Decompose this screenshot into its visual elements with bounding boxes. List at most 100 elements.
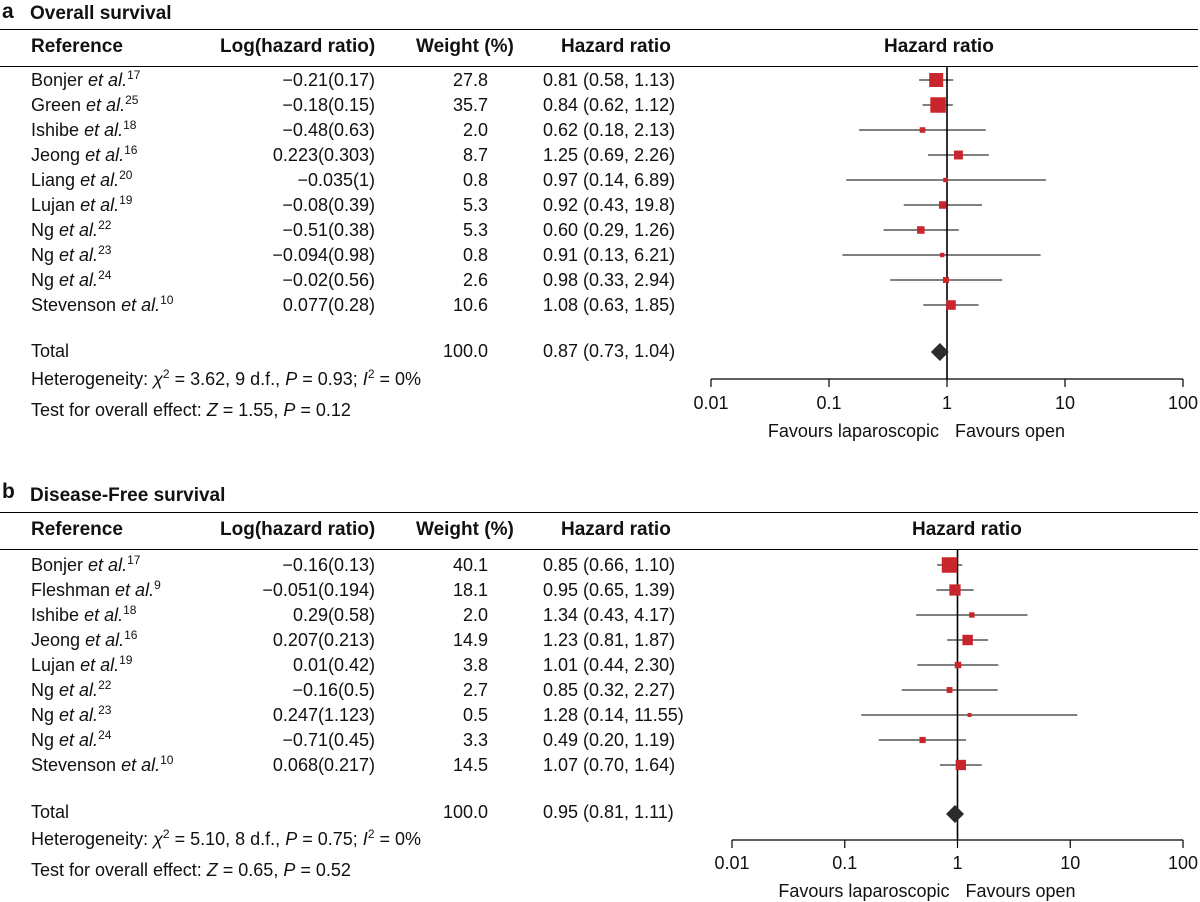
study-log-hazard-ratio: −0.08(0.39) xyxy=(282,195,375,215)
study-hazard-ratio: 1.25 (0.69, 2.26) xyxy=(543,145,676,165)
study-hazard-ratio: 0.98 (0.33, 2.94) xyxy=(543,270,676,290)
study-log-hazard-ratio: 0.01(0.42) xyxy=(292,655,375,675)
col-header-hazard-ratio: Hazard ratio xyxy=(561,519,671,540)
panel-label: a xyxy=(2,0,14,23)
total-hazard-ratio: 0.95 (0.81, 1.11) xyxy=(543,802,674,822)
study-weight: 3.3 xyxy=(462,730,488,750)
study-hazard-ratio: 0.62 (0.18, 2.13) xyxy=(543,120,676,140)
col-header-weight: Weight (%) xyxy=(416,36,514,57)
study-hazard-ratio: 1.07 (0.70, 1.64) xyxy=(543,755,676,775)
x-tick-label: 10 xyxy=(1060,853,1080,873)
study-log-hazard-ratio: −0.71(0.45) xyxy=(282,730,375,750)
study-weight: 27.8 xyxy=(452,70,488,90)
study-weight: 2.0 xyxy=(462,120,488,140)
study-hazard-ratio: 0.49 (0.20, 1.19) xyxy=(543,730,676,750)
pooled-diamond xyxy=(945,805,964,823)
effect-marker xyxy=(939,252,945,258)
heterogeneity-stat: Heterogeneity: χ2 = 5.10, 8 d.f., P = 0.… xyxy=(31,827,422,849)
header-row: Reference Log(hazard ratio) Weight (%) H… xyxy=(0,512,1198,550)
study-reference: Jeong et al.16 xyxy=(31,628,138,650)
study-reference: Ng et al.22 xyxy=(31,678,112,700)
effect-marker xyxy=(930,97,946,113)
study-log-hazard-ratio: −0.051(0.194) xyxy=(262,580,375,600)
study-log-hazard-ratio: −0.16(0.5) xyxy=(292,680,375,700)
study-reference: Ishibe et al.18 xyxy=(31,118,137,140)
favours-right-label: Favours open xyxy=(966,881,1076,901)
study-log-hazard-ratio: −0.18(0.15) xyxy=(282,95,375,115)
effect-marker xyxy=(929,73,944,87)
effect-marker xyxy=(943,177,948,183)
study-hazard-ratio: 0.92 (0.43, 19.8) xyxy=(543,195,676,215)
panel-disease-free-survival: b Disease-Free survival Reference Log(ha… xyxy=(0,480,1200,901)
x-tick-label: 0.01 xyxy=(693,393,728,413)
study-hazard-ratio: 0.85 (0.32, 2.27) xyxy=(543,680,676,700)
study-weight: 0.8 xyxy=(462,245,488,265)
total-label: Total xyxy=(31,802,70,822)
panel-title: Overall survival xyxy=(30,3,172,24)
study-hazard-ratio: 0.97 (0.14, 6.89) xyxy=(543,170,676,190)
study-reference: Fleshman et al.9 xyxy=(31,578,161,600)
study-log-hazard-ratio: −0.16(0.13) xyxy=(282,555,375,575)
favours-left-label: Favours laparoscopic xyxy=(768,421,939,441)
study-reference: Ishibe et al.18 xyxy=(31,603,137,625)
col-header-hazard-ratio-plot: Hazard ratio xyxy=(912,519,1022,540)
effect-marker xyxy=(919,736,926,744)
study-reference: Ng et al.24 xyxy=(31,728,112,750)
study-reference: Bonjer et al.17 xyxy=(31,553,141,575)
effect-marker xyxy=(949,584,961,596)
study-reference: Ng et al.24 xyxy=(31,268,112,290)
effect-marker xyxy=(955,759,966,771)
effect-marker xyxy=(946,300,956,310)
forest-plot: 0.01 0.1 1 10 100 Favours laparoscopic Favours… xyxy=(714,549,1198,901)
study-reference: Ng et al.22 xyxy=(31,218,112,240)
study-hazard-ratio: 1.28 (0.14, 11.55) xyxy=(543,705,684,725)
overall-effect-stat: Test for overall effect: Z = 1.55, P = 0… xyxy=(31,400,351,420)
effect-marker xyxy=(969,612,975,618)
effect-marker xyxy=(967,713,972,717)
effect-marker xyxy=(919,127,926,133)
study-reference: Ng et al.23 xyxy=(31,243,112,265)
effect-marker xyxy=(954,661,962,669)
col-header-hazard-ratio: Hazard ratio xyxy=(561,36,671,57)
study-reference: Bonjer et al.17 xyxy=(31,68,141,90)
favours-left-label: Favours laparoscopic xyxy=(778,881,949,901)
effect-marker xyxy=(917,226,925,234)
study-hazard-ratio: 1.01 (0.44, 2.30) xyxy=(543,655,676,675)
study-log-hazard-ratio: 0.29(0.58) xyxy=(292,605,375,625)
study-log-hazard-ratio: −0.21(0.17) xyxy=(282,70,375,90)
study-hazard-ratio: 0.85 (0.66, 1.10) xyxy=(543,555,676,575)
study-weight: 2.7 xyxy=(462,680,488,700)
study-reference: Green et al.25 xyxy=(31,93,139,115)
study-weight: 14.5 xyxy=(452,755,488,775)
study-weight: 0.5 xyxy=(462,705,488,725)
study-log-hazard-ratio: 0.247(1.123) xyxy=(272,705,375,725)
study-reference: Liang et al.20 xyxy=(31,168,133,190)
study-reference: Stevenson et al.10 xyxy=(31,753,174,775)
study-hazard-ratio: 0.95 (0.65, 1.39) xyxy=(543,580,676,600)
effect-marker xyxy=(962,634,973,646)
study-hazard-ratio: 1.34 (0.43, 4.17) xyxy=(543,605,676,625)
study-weight: 2.0 xyxy=(462,605,488,625)
col-header-reference: Reference xyxy=(31,36,123,57)
effect-marker xyxy=(941,557,958,573)
study-log-hazard-ratio: −0.48(0.63) xyxy=(282,120,375,140)
x-tick-label: 0.01 xyxy=(714,853,749,873)
x-tick-label: 1 xyxy=(952,853,962,873)
effect-marker xyxy=(946,687,953,693)
study-log-hazard-ratio: 0.077(0.28) xyxy=(282,295,375,315)
study-reference: Lujan et al.19 xyxy=(31,653,133,675)
study-hazard-ratio: 0.91 (0.13, 6.21) xyxy=(543,245,676,265)
forest-plot: 0.01 0.1 1 10 100 Favours laparoscopic Favours… xyxy=(693,66,1198,441)
study-log-hazard-ratio: −0.035(1) xyxy=(297,170,375,190)
study-weight: 5.3 xyxy=(462,195,488,215)
heterogeneity-stat: Heterogeneity: χ2 = 3.62, 9 d.f., P = 0.… xyxy=(31,367,422,389)
study-reference: Ng et al.23 xyxy=(31,703,112,725)
study-hazard-ratio: 1.08 (0.63, 1.85) xyxy=(543,295,676,315)
study-log-hazard-ratio: 0.223(0.303) xyxy=(272,145,375,165)
study-log-hazard-ratio: −0.02(0.56) xyxy=(282,270,375,290)
study-log-hazard-ratio: −0.51(0.38) xyxy=(282,220,375,240)
favours-right-label: Favours open xyxy=(955,421,1065,441)
panel-title: Disease-Free survival xyxy=(30,485,226,506)
col-header-reference: Reference xyxy=(31,519,123,540)
total-weight: 100.0 xyxy=(442,802,488,822)
